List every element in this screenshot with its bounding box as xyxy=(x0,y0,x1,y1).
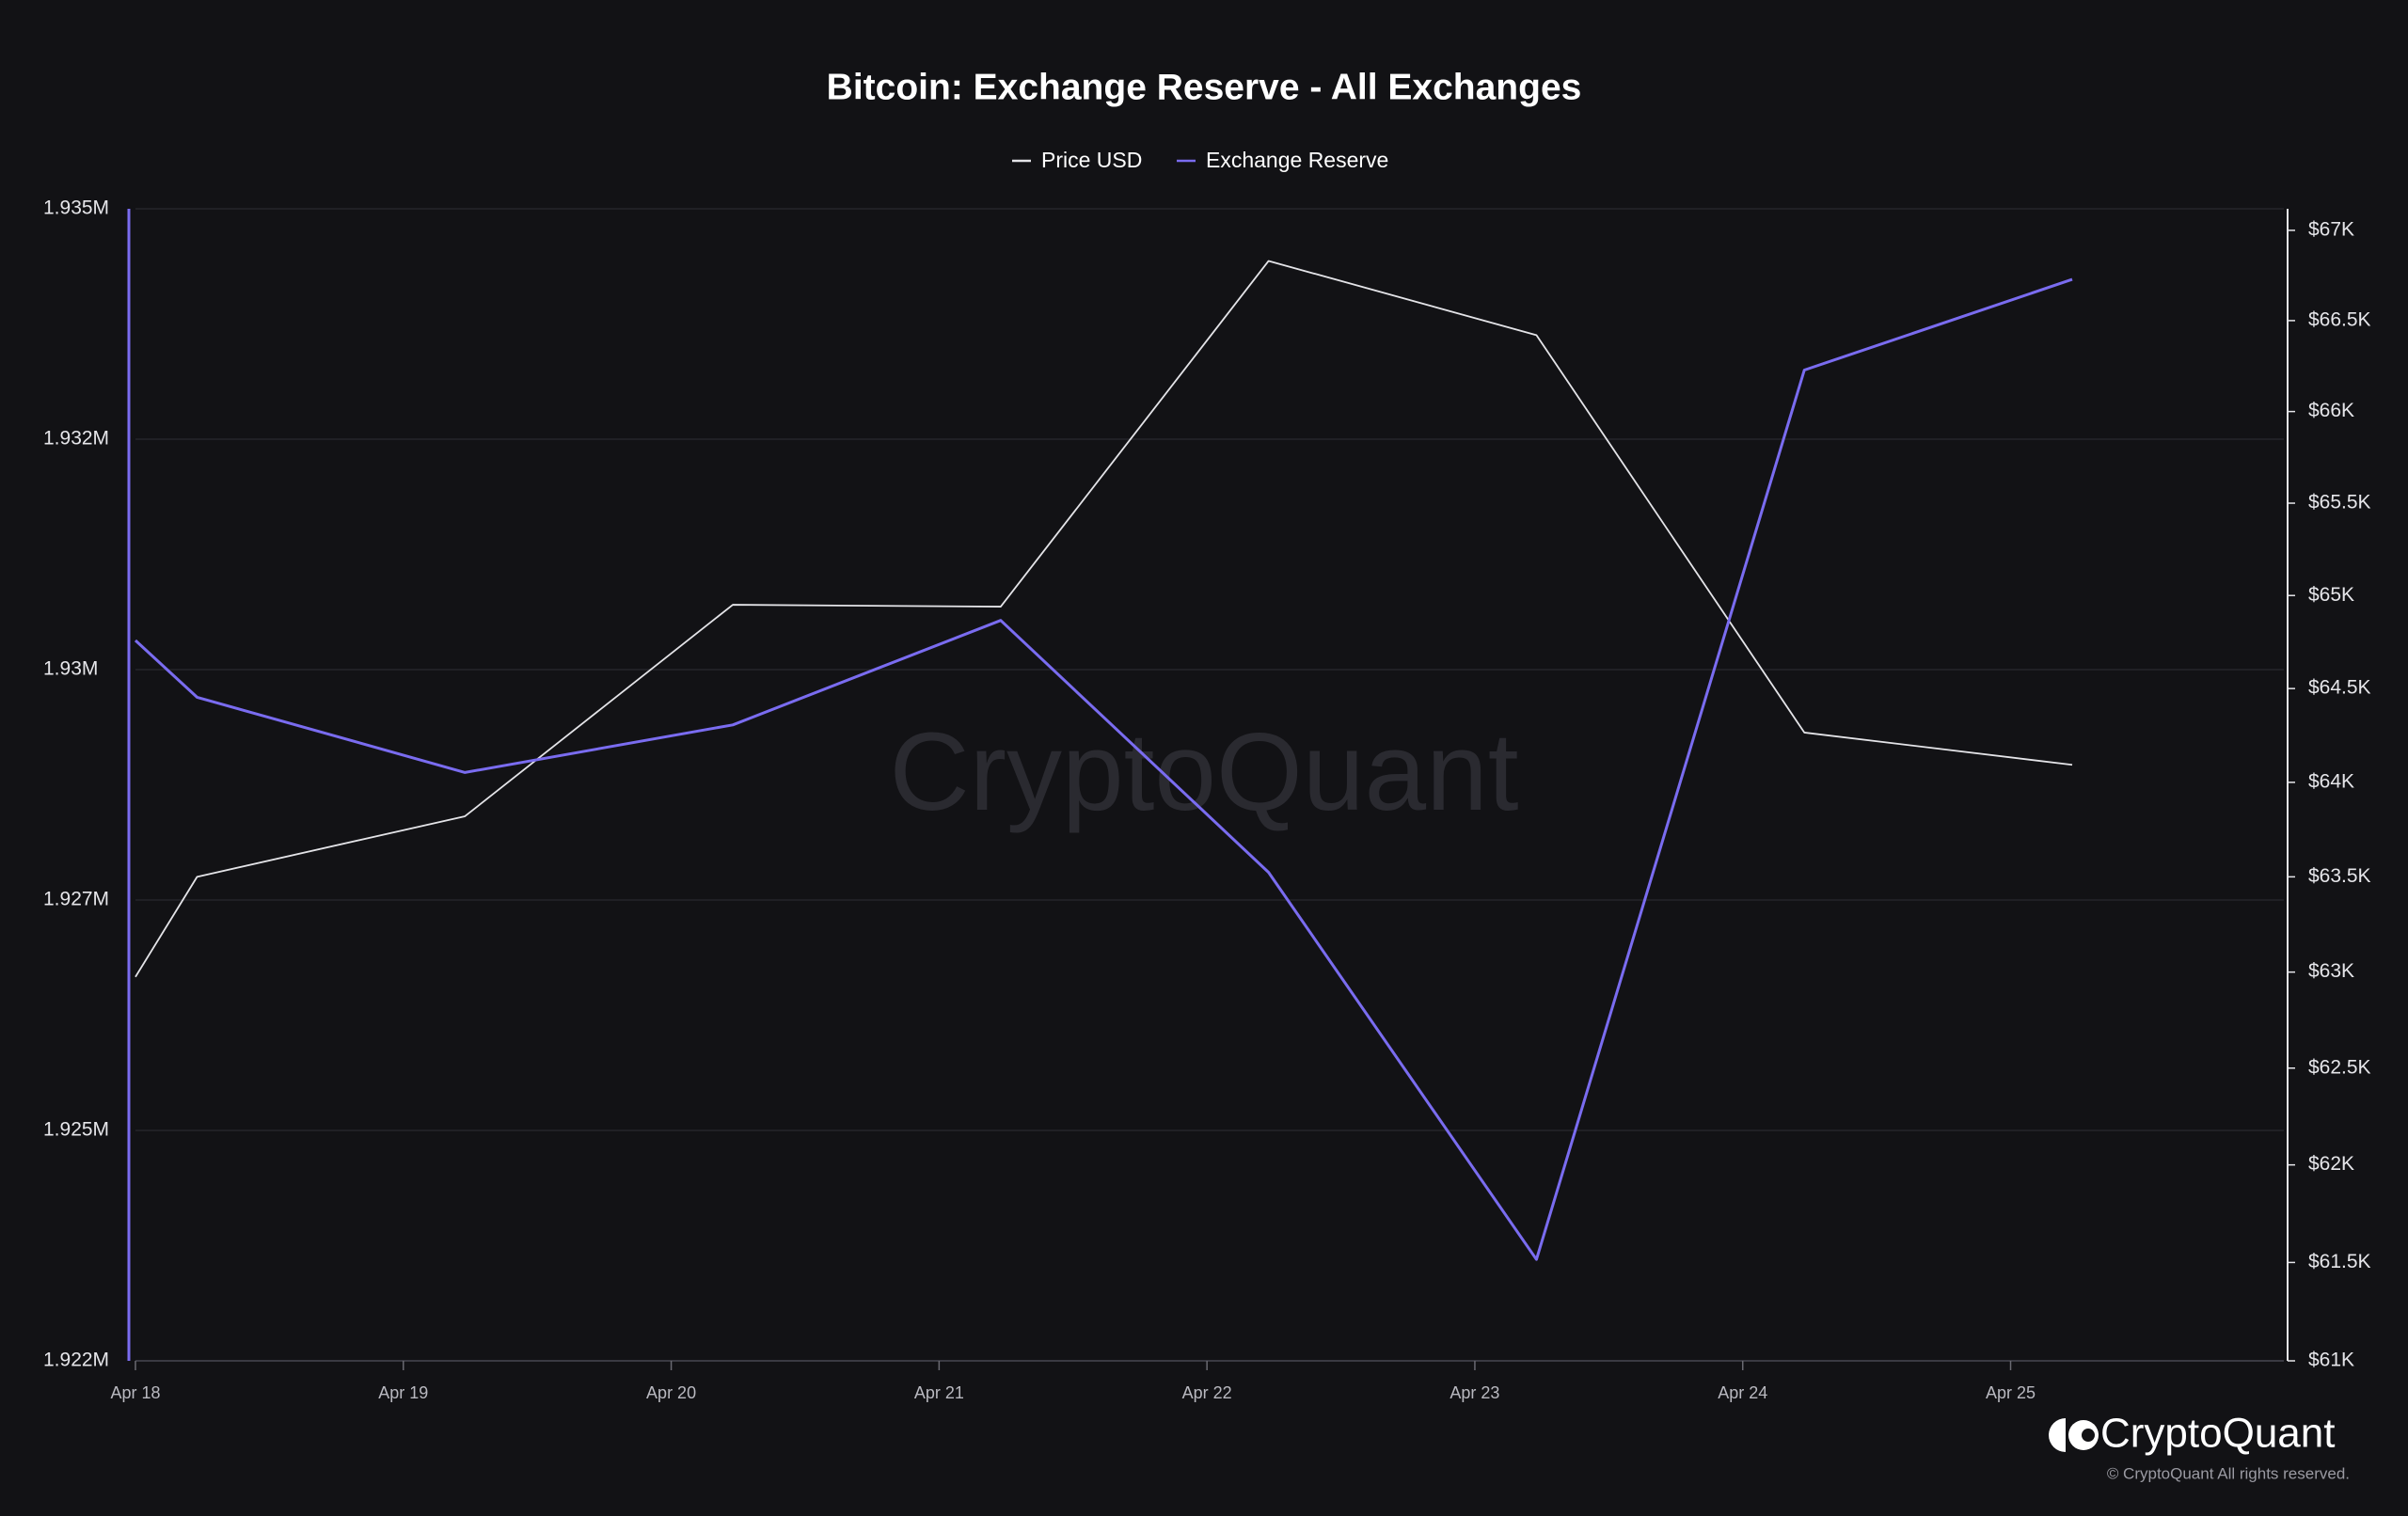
x-tick-label: Apr 22 xyxy=(1182,1383,1232,1402)
y2-tick-label: $62.5K xyxy=(2308,1056,2371,1078)
legend-label: Price USD xyxy=(1041,148,1142,172)
y2-tick-label: $61.5K xyxy=(2308,1251,2371,1272)
x-tick-label: Apr 23 xyxy=(1450,1383,1499,1402)
y2-tick-label: $65K xyxy=(2308,584,2354,606)
y2-tick-label: $66K xyxy=(2308,400,2354,421)
y2-tick-label: $62K xyxy=(2308,1153,2354,1175)
watermark: CryptoQuant xyxy=(890,710,1519,834)
y-tick-label: 1.925M xyxy=(43,1119,109,1141)
x-tick-label: Apr 21 xyxy=(914,1383,964,1402)
x-tick-label: Apr 25 xyxy=(1986,1383,2036,1402)
chart-title: Bitcoin: Exchange Reserve - All Exchange… xyxy=(827,67,1582,107)
y2-tick-label: $65.5K xyxy=(2308,492,2371,513)
copyright: © CryptoQuant All rights reserved. xyxy=(2107,1464,2350,1482)
x-tick-label: Apr 20 xyxy=(646,1383,696,1402)
x-tick-label: Apr 19 xyxy=(378,1383,428,1402)
y2-tick-label: $61K xyxy=(2308,1350,2354,1371)
y-tick-label: 1.93M xyxy=(43,658,98,680)
y2-tick-label: $64K xyxy=(2308,770,2354,792)
y-tick-label: 1.935M xyxy=(43,197,109,219)
series-line xyxy=(134,277,2073,1261)
legend-label: Exchange Reserve xyxy=(1206,148,1388,172)
x-tick-label: Apr 18 xyxy=(110,1383,160,1402)
y2-tick-label: $67K xyxy=(2308,218,2354,240)
y-tick-label: 1.927M xyxy=(43,889,109,910)
y2-tick-label: $64.5K xyxy=(2308,677,2371,699)
logo-icon xyxy=(2082,1429,2095,1442)
x-tick-label: Apr 24 xyxy=(1718,1383,1767,1402)
brand-logo: CryptoQuant xyxy=(2049,1411,2335,1457)
y-tick-label: 1.922M xyxy=(43,1350,109,1371)
y2-tick-label: $63.5K xyxy=(2308,865,2371,887)
y2-tick-label: $66.5K xyxy=(2308,308,2371,330)
series-line xyxy=(135,260,2073,978)
y2-tick-label: $63K xyxy=(2308,960,2354,982)
logo-icon xyxy=(2049,1418,2066,1452)
y-tick-label: 1.932M xyxy=(43,428,109,450)
brand-name: CryptoQuant xyxy=(2100,1411,2335,1457)
